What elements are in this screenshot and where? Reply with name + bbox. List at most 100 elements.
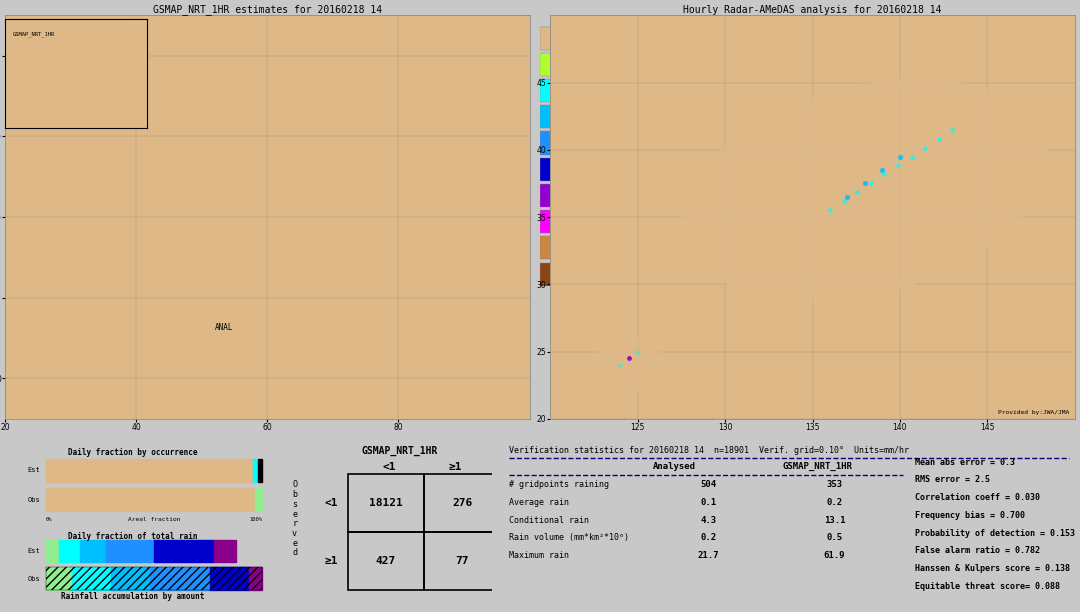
Text: ≥1: ≥1: [325, 556, 338, 566]
Text: Equitable threat score= 0.088: Equitable threat score= 0.088: [915, 582, 1059, 591]
Point: [917, 143, 934, 152]
Text: Average rain: Average rain: [509, 498, 568, 507]
Point: [856, 179, 874, 188]
Point: [738, 237, 755, 247]
Point: [839, 192, 856, 202]
Text: # gridpoints raining: # gridpoints raining: [509, 480, 608, 489]
Text: Rain volume (mm*km²*10⁶): Rain volume (mm*km²*10⁶): [509, 534, 629, 542]
Text: Est: Est: [28, 468, 41, 474]
Bar: [46, 488, 256, 511]
Point: [750, 230, 767, 240]
Title: Hourly Radar-AMeDAS analysis for 20160218 14: Hourly Radar-AMeDAS analysis for 2016021…: [684, 4, 942, 15]
Point: [874, 165, 891, 175]
Point: [849, 187, 866, 197]
Point: [891, 152, 908, 162]
Text: Probability of detection = 0.153: Probability of detection = 0.153: [915, 529, 1075, 537]
Bar: [72, 567, 111, 590]
Text: GSMAP_NRT_1HR: GSMAP_NRT_1HR: [782, 461, 852, 471]
Point: [835, 196, 852, 206]
Text: 0%: 0%: [46, 517, 53, 522]
Point: [889, 160, 906, 170]
Text: 0.1: 0.1: [701, 498, 717, 507]
Point: [761, 222, 779, 232]
Text: RMS error = 2.5: RMS error = 2.5: [915, 476, 989, 484]
Point: [764, 224, 781, 234]
Text: Mean abs error = 0.3: Mean abs error = 0.3: [915, 458, 1014, 466]
Text: 504: 504: [701, 480, 717, 489]
Point: [751, 233, 768, 242]
Point: [756, 226, 773, 236]
Text: 21.7: 21.7: [698, 551, 719, 560]
Text: Rainfall accumulation by amount: Rainfall accumulation by amount: [60, 592, 204, 601]
Point: [903, 152, 920, 162]
Text: Conditional rain: Conditional rain: [509, 516, 589, 524]
Point: [659, 281, 676, 291]
Text: 427: 427: [376, 556, 396, 566]
Text: 353: 353: [826, 480, 842, 489]
Text: Obs: Obs: [28, 576, 41, 581]
Bar: [46, 459, 254, 482]
Text: <1: <1: [382, 463, 396, 472]
Bar: [46, 567, 262, 590]
Bar: [211, 567, 249, 590]
Point: [779, 211, 796, 221]
Bar: [348, 474, 424, 532]
Point: [727, 245, 744, 255]
Point: [751, 233, 768, 242]
Text: 276: 276: [453, 498, 473, 508]
Bar: [215, 540, 237, 562]
Text: Correlation coeff = 0.030: Correlation coeff = 0.030: [915, 493, 1040, 502]
Bar: [46, 567, 72, 590]
Text: 13.1: 13.1: [824, 516, 846, 524]
Text: 0.5: 0.5: [826, 534, 842, 542]
Point: [665, 277, 683, 286]
Text: 77: 77: [456, 556, 469, 566]
Point: [611, 360, 629, 370]
Point: [554, 373, 571, 383]
Text: 18121: 18121: [369, 498, 403, 508]
Bar: [154, 540, 215, 562]
Point: [561, 370, 578, 379]
Text: Analysed: Analysed: [653, 461, 696, 471]
Ellipse shape: [683, 80, 1048, 301]
Bar: [424, 474, 501, 532]
Text: Hanssen & Kulpers score = 0.138: Hanssen & Kulpers score = 0.138: [915, 564, 1069, 573]
Point: [744, 234, 761, 244]
Text: ANAL: ANAL: [215, 323, 233, 332]
Point: [652, 285, 670, 294]
Text: False alarm ratio = 0.782: False alarm ratio = 0.782: [915, 547, 1040, 555]
Point: [791, 204, 808, 214]
Point: [744, 236, 761, 246]
Text: 4.3: 4.3: [701, 516, 717, 524]
Point: [876, 170, 893, 179]
Bar: [46, 540, 59, 562]
Text: 100%: 100%: [248, 517, 262, 522]
Point: [757, 228, 774, 238]
Point: [862, 179, 879, 188]
Title: GSMAP_NRT_1HR estimates for 20160218 14: GSMAP_NRT_1HR estimates for 20160218 14: [153, 4, 382, 15]
Bar: [107, 540, 154, 562]
Point: [822, 206, 839, 215]
Bar: [424, 532, 501, 590]
Bar: [150, 567, 211, 590]
Bar: [81, 540, 107, 562]
Text: Obs: Obs: [28, 496, 41, 502]
Bar: [59, 540, 81, 562]
Text: 0.2: 0.2: [826, 498, 842, 507]
Point: [784, 207, 801, 217]
Bar: [256, 488, 262, 511]
Point: [620, 353, 637, 363]
Point: [744, 236, 761, 246]
Point: [757, 228, 774, 238]
Text: O
b
s
e
r
v
e
d: O b s e r v e d: [292, 480, 297, 558]
Point: [751, 233, 768, 242]
Bar: [111, 567, 150, 590]
Text: <1: <1: [325, 498, 338, 508]
Point: [773, 215, 791, 225]
Point: [732, 241, 750, 251]
Ellipse shape: [594, 338, 664, 392]
Text: Areal fraction: Areal fraction: [127, 517, 180, 522]
Point: [767, 218, 784, 228]
Text: 61.9: 61.9: [824, 551, 846, 560]
Text: ≥1: ≥1: [448, 463, 462, 472]
